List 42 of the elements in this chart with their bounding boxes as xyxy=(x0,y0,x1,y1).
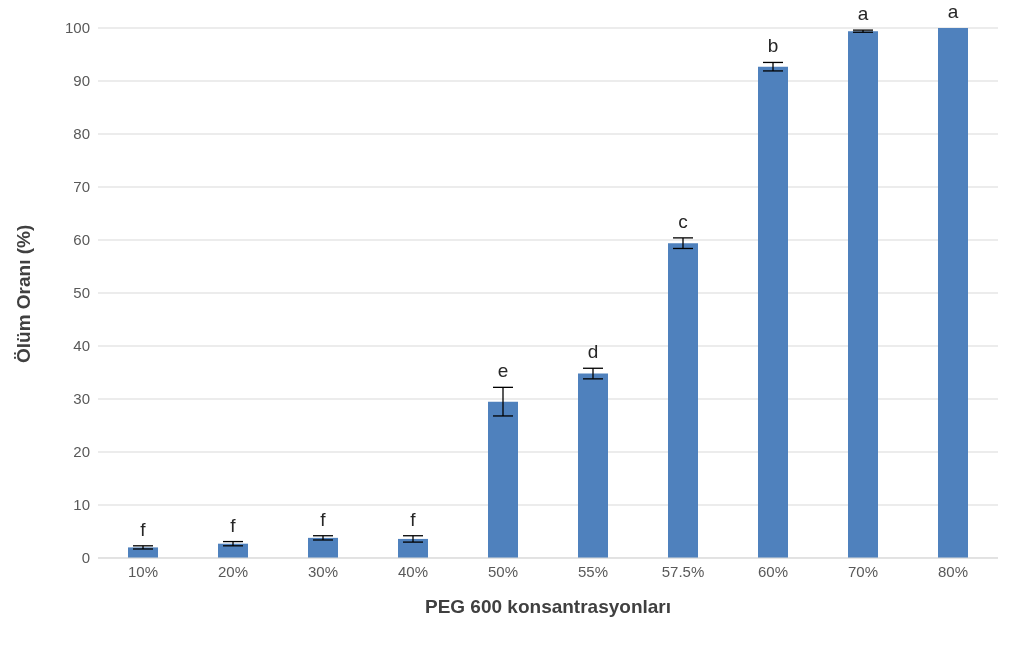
y-tick-label: 100 xyxy=(64,19,90,37)
y-tick-label: 70 xyxy=(73,178,90,196)
annotation: f xyxy=(410,508,417,530)
annotation: c xyxy=(678,210,688,232)
x-tick-label: 40% xyxy=(397,562,429,580)
bar xyxy=(578,373,608,558)
x-axis-title: PEG 600 konsantrasyonları xyxy=(424,596,672,617)
x-tick-label: 55% xyxy=(577,562,609,580)
y-tick-label: 10 xyxy=(73,496,90,514)
bar xyxy=(308,537,338,558)
annotation: f xyxy=(320,508,327,530)
x-tick-label: 80% xyxy=(937,562,969,580)
x-tick-label: 50% xyxy=(487,562,519,580)
x-tick-label: 60% xyxy=(757,562,789,580)
bar xyxy=(938,28,968,558)
x-tick-label: 10% xyxy=(127,562,159,580)
annotation: f xyxy=(230,514,237,536)
bar xyxy=(668,243,698,558)
y-tick-label: 60 xyxy=(73,231,90,249)
y-tick-label: 40 xyxy=(73,337,90,355)
y-tick-label: 90 xyxy=(73,72,90,90)
y-axis-title: Ölüm Oranı (%) xyxy=(12,224,34,363)
y-tick-label: 30 xyxy=(73,390,90,408)
y-tick-label: 0 xyxy=(81,549,90,567)
annotation: a xyxy=(857,3,869,25)
y-tick-label: 20 xyxy=(73,443,90,461)
bar xyxy=(848,31,878,558)
bar xyxy=(218,543,248,558)
bar xyxy=(488,401,518,558)
annotation: b xyxy=(767,35,779,57)
x-tick-label: 70% xyxy=(847,562,879,580)
x-tick-label: 30% xyxy=(307,562,339,580)
annotation: e xyxy=(497,360,509,382)
annotation: d xyxy=(587,341,599,363)
y-tick-label: 50 xyxy=(73,284,90,302)
bar xyxy=(758,66,788,558)
bar xyxy=(398,538,428,558)
annotation: a xyxy=(947,1,959,22)
x-tick-label: 57.5% xyxy=(661,562,705,580)
annotation: f xyxy=(140,518,147,540)
x-tick-label: 20% xyxy=(217,562,249,580)
y-tick-label: 80 xyxy=(73,125,90,143)
